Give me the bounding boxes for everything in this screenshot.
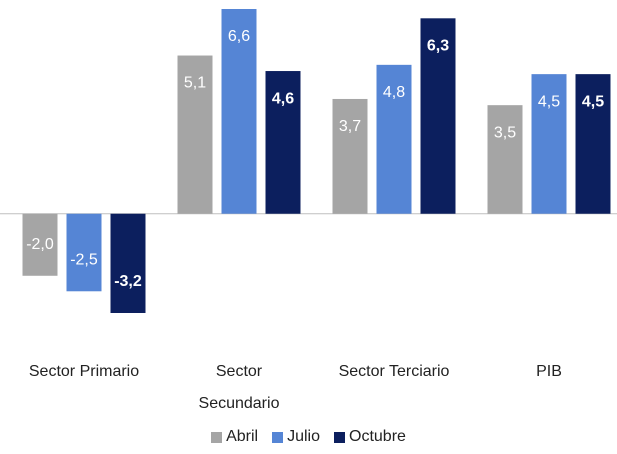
bar [177, 55, 213, 214]
data-label: 4,5 [582, 93, 604, 110]
data-label: 4,5 [538, 93, 560, 110]
data-label: 3,5 [494, 124, 516, 141]
data-label: 4,6 [272, 90, 294, 107]
legend-item: Abril [211, 428, 258, 446]
legend: Abril Julio Octubre [0, 428, 617, 446]
data-label: -2,0 [26, 236, 54, 253]
data-label: 6,6 [228, 28, 250, 45]
bar [22, 213, 58, 276]
bar [420, 18, 456, 214]
bar [376, 64, 412, 214]
category-label: Sector Terciario [338, 363, 450, 380]
legend-item: Octubre [334, 428, 406, 446]
bar [487, 105, 523, 214]
category-label: Sector Secundario [198, 363, 280, 412]
data-label: 3,7 [339, 118, 361, 135]
legend-label: Julio [287, 428, 320, 445]
data-label: 5,1 [184, 75, 206, 92]
category-label: PIB [536, 363, 562, 380]
bar [66, 213, 102, 292]
data-label: -3,2 [114, 273, 142, 290]
legend-label: Octubre [349, 428, 406, 445]
data-label: -2,5 [70, 252, 98, 269]
legend-swatch [334, 431, 345, 443]
legend-item: Julio [272, 428, 320, 446]
bar [221, 9, 257, 214]
data-label: 6,3 [427, 38, 449, 55]
bar [531, 74, 567, 214]
legend-swatch [211, 431, 223, 443]
bar [332, 98, 368, 214]
category-label: Sector Primario [28, 363, 140, 380]
data-label: 4,8 [383, 84, 405, 101]
legend-label: Abril [226, 428, 259, 445]
bar [575, 74, 611, 214]
bar [110, 213, 146, 313]
legend-swatch [272, 431, 284, 443]
bar [265, 71, 301, 214]
